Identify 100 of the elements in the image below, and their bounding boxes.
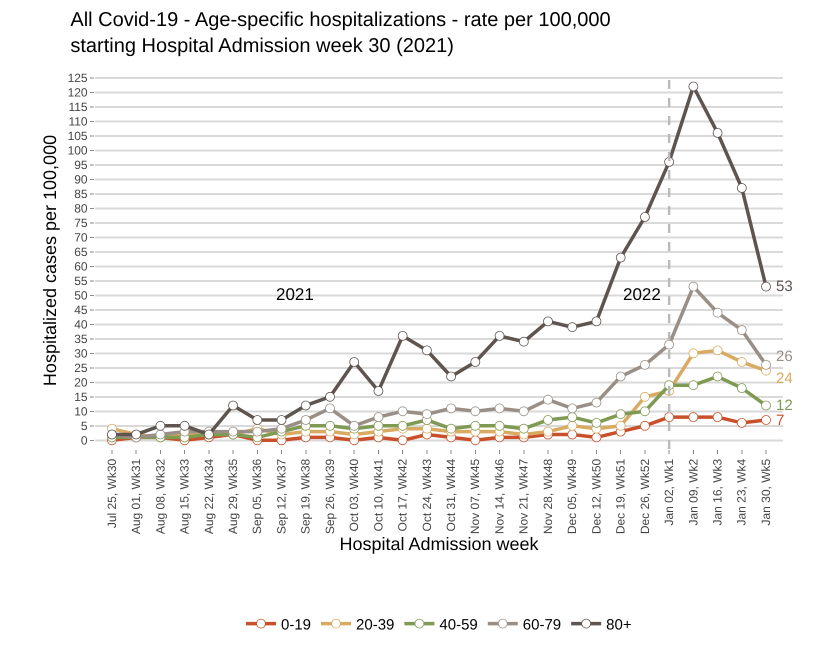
point [325,420,335,431]
point [422,409,432,420]
point [712,308,722,318]
point [470,435,480,446]
x-tick-label: Nov 28, Wk48 [540,458,555,534]
point [398,406,408,416]
y-tick-label: 125 [68,71,88,85]
point [494,420,504,431]
point [567,412,578,422]
x-tick-label: Dec 05, Wk49 [565,458,580,534]
point [300,415,311,425]
point [736,383,747,393]
point [616,252,626,262]
point [592,316,602,326]
y-tick-label: 55 [74,274,88,288]
y-tick-label: 85 [74,187,88,201]
x-tick-label: Aug 22, Wk34 [202,458,216,534]
y-tick-label: 10 [74,404,88,418]
point [228,400,238,410]
y-tick-label: 90 [74,172,88,186]
y-tick-label: 60 [74,260,88,274]
y-tick-label: 5 [80,419,88,433]
data-label: 7 [776,412,784,429]
point [543,316,553,326]
x-tick-label: Oct 03, Wk40 [347,458,362,532]
point [446,424,456,434]
y-tick-label: 20 [74,376,88,390]
point [736,325,747,335]
point [374,386,384,396]
data-label: 26 [776,348,793,365]
x-tick-label: Aug 29, Wk35 [226,458,240,534]
point [616,372,626,382]
y-tick-label: 95 [74,158,88,172]
x-tick-label: Oct 31, Wk44 [444,458,458,532]
point [567,430,578,440]
point [592,418,602,428]
point [640,406,650,416]
legend-label: 60-79 [522,616,562,634]
data-label: 12 [776,397,793,414]
point [276,424,286,434]
point [688,348,698,358]
point [640,360,650,370]
point [761,415,771,425]
y-axis-title: Hospitalized cases per 100,000 [40,134,60,386]
point [761,282,771,292]
point [156,420,166,431]
point [688,380,698,390]
point [325,392,335,402]
legend-label: 0-19 [281,616,312,634]
x-tick-label: Nov 14, Wk46 [492,458,506,534]
point [374,412,384,422]
x-tick-label: Oct 10, Wk41 [371,458,386,532]
point [688,282,698,292]
point [349,357,360,367]
point [422,346,432,356]
point [156,430,166,440]
point [398,420,408,431]
point [446,404,456,414]
x-tick-label: Aug 01, Wk31 [129,458,144,534]
point [518,336,529,347]
y-tick-label: 115 [68,100,88,114]
point [398,435,408,446]
point [470,406,480,416]
point [543,394,553,405]
point [252,415,262,425]
point [300,400,311,410]
x-tick-label: Dec 19, Wk51 [614,458,628,534]
y-tick-label: 30 [74,346,88,360]
y-tick-label: 45 [74,303,88,317]
point [640,420,650,431]
point [592,432,602,442]
point [712,372,722,382]
point [422,424,432,434]
y-tick-label: 15 [74,390,88,404]
point [761,360,771,370]
point [712,128,722,138]
annotation: 2022 [623,285,661,304]
y-tick-label: 40 [74,318,88,332]
point [712,412,722,422]
point [640,392,650,402]
legend-label: 80+ [606,616,632,634]
point [567,420,578,431]
point [688,82,698,92]
x-tick-label: Oct 24, Wk43 [420,458,434,532]
x-tick-label: Nov 07, Wk45 [468,458,482,534]
y-tick-label: 35 [74,332,88,346]
point [761,400,771,410]
x-tick-label: Sep 05, Wk36 [250,458,264,534]
data-label: 53 [776,278,793,295]
x-tick-label: Jul 25, Wk30 [104,458,119,528]
point [518,424,529,434]
y-tick-label: 80 [74,202,88,216]
point [712,346,722,356]
x-tick-label: Sep 26, Wk39 [322,458,337,534]
point [470,420,480,431]
x-tick-label: Jan 09, Wk2 [686,458,700,526]
point [664,340,674,350]
point [349,420,360,431]
point [736,183,747,193]
x-tick-label: Nov 21, Wk47 [516,458,531,534]
